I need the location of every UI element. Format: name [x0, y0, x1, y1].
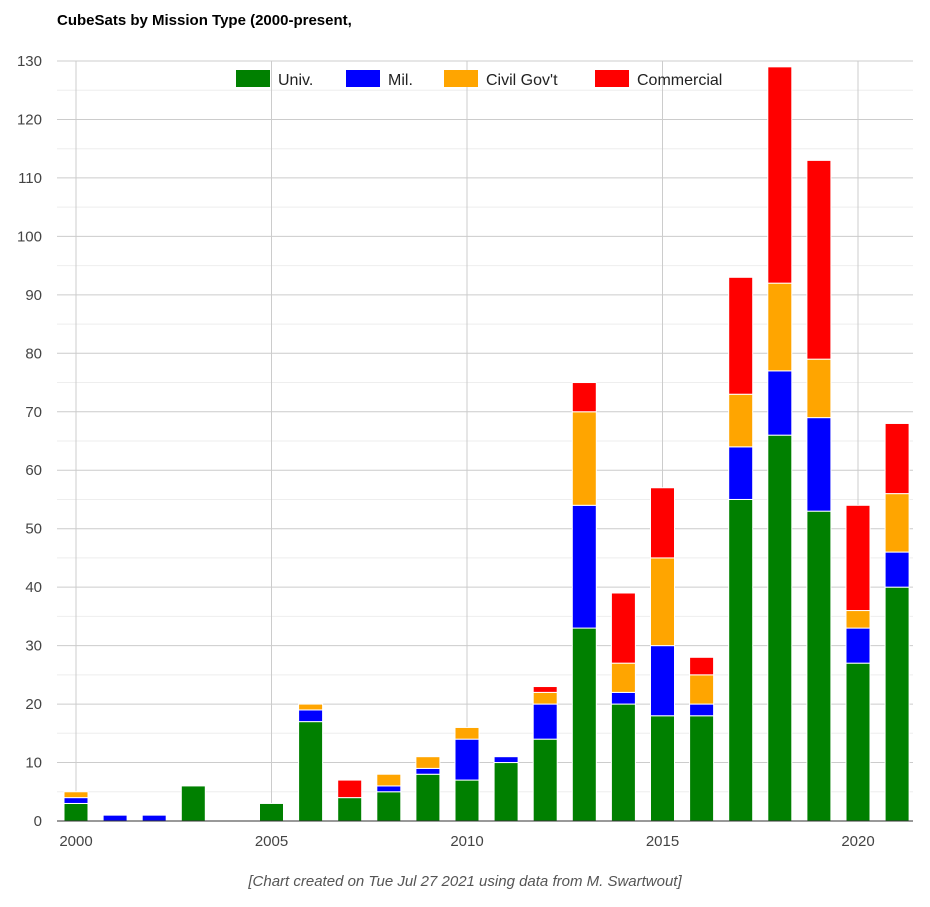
bar-segment	[298, 703, 324, 711]
bar-segment	[532, 691, 558, 705]
bar-segment	[532, 738, 558, 822]
bar-segment	[141, 814, 167, 822]
bar-segment	[806, 510, 832, 822]
bar-segment	[415, 767, 441, 775]
chart-caption: [Chart created on Tue Jul 27 2021 using …	[248, 873, 682, 890]
legend-label: Civil Gov't	[486, 72, 558, 89]
y-tick-label: 120	[17, 111, 42, 128]
bar-segment	[454, 738, 480, 781]
x-tick-label: 2015	[646, 833, 679, 850]
bar-segment	[650, 645, 675, 717]
bar-segment	[532, 703, 558, 740]
bar-segment	[571, 627, 597, 822]
bar-segment	[884, 551, 910, 588]
bar-segment	[767, 370, 793, 436]
legend-swatch	[346, 70, 380, 87]
bar-segment	[610, 592, 636, 664]
bar-segment	[415, 773, 441, 822]
bar-segment	[259, 802, 284, 822]
legend-swatch	[444, 70, 478, 87]
y-tick-label: 50	[25, 521, 42, 538]
bar-segment	[728, 393, 754, 448]
bar-segment	[767, 434, 793, 822]
bar-segment	[610, 691, 636, 705]
bar-segment	[845, 627, 871, 664]
bar-segment	[728, 276, 754, 395]
bar-segment	[454, 726, 480, 740]
legend-label: Univ.	[278, 72, 313, 89]
bar-segment	[767, 282, 793, 372]
bar-segment	[689, 674, 715, 705]
bar-segment	[650, 487, 675, 559]
bar-segment	[102, 814, 128, 822]
bar-segment	[571, 504, 597, 629]
chart-title: CubeSats by Mission Type (2000-present,	[57, 12, 352, 29]
legend-label: Commercial	[637, 72, 722, 89]
bar-segment	[689, 656, 715, 676]
legend-label: Mil.	[388, 72, 413, 89]
bar-segment	[415, 756, 441, 769]
bar-segment	[337, 797, 363, 822]
y-tick-label: 70	[25, 404, 42, 421]
y-tick-label: 90	[25, 287, 42, 304]
x-tick-label: 2020	[841, 833, 874, 850]
legend-swatch	[595, 70, 629, 87]
y-tick-label: 40	[25, 579, 42, 596]
bar-segment	[63, 797, 89, 804]
bar-segment	[845, 504, 871, 612]
bar-segment	[728, 498, 754, 822]
bar-segment	[376, 773, 402, 787]
x-tick-label: 2005	[255, 833, 288, 850]
y-tick-label: 20	[25, 696, 42, 713]
bar-segment	[298, 721, 324, 822]
y-tick-label: 60	[25, 462, 42, 479]
bar-segment	[337, 779, 363, 799]
bar-segment	[884, 422, 910, 495]
bar-segment	[610, 703, 636, 822]
bar-segment	[298, 709, 324, 723]
bar-segment	[571, 382, 597, 413]
bar-segment	[806, 417, 832, 512]
legend-swatch	[236, 70, 270, 87]
bar-segment	[180, 785, 206, 822]
bar-segment	[650, 715, 675, 822]
bar-segment	[610, 662, 636, 693]
y-tick-label: 30	[25, 638, 42, 655]
legend: Univ. Mil. Civil Gov't Commercial	[236, 70, 722, 89]
bar-segment	[63, 802, 89, 822]
bar-segment	[376, 791, 402, 822]
bar-segment	[806, 358, 832, 419]
bar-segment	[806, 159, 832, 360]
bar-segment	[63, 791, 89, 799]
bar-segment	[571, 411, 597, 506]
bar-segment	[689, 703, 715, 717]
bar-segment	[845, 610, 871, 629]
bar-segment	[884, 586, 910, 822]
bar-segment	[532, 686, 558, 693]
axes: 0 10 20 30 40 50 60 70 80 90 100 110 120 130 2000 2005 2…	[17, 53, 913, 850]
bar-segment	[493, 756, 519, 764]
bar-segment	[454, 779, 480, 822]
bar-segment	[689, 715, 715, 822]
y-tick-label: 80	[25, 345, 42, 362]
y-tick-label: 0	[34, 813, 42, 830]
y-tick-label: 130	[17, 53, 42, 70]
x-tick-label: 2010	[450, 833, 483, 850]
y-tick-label: 100	[17, 228, 42, 245]
bar-segment	[767, 66, 793, 284]
bar-segment	[650, 557, 675, 647]
x-tick-label: 2000	[59, 833, 92, 850]
bar-segment	[845, 662, 871, 822]
bar-segment	[728, 446, 754, 500]
bar-segment	[376, 785, 402, 793]
bar-segment	[884, 493, 910, 553]
bars	[63, 66, 910, 822]
bar-segment	[493, 762, 519, 822]
y-tick-label: 10	[25, 755, 42, 772]
y-tick-label: 110	[18, 170, 42, 187]
